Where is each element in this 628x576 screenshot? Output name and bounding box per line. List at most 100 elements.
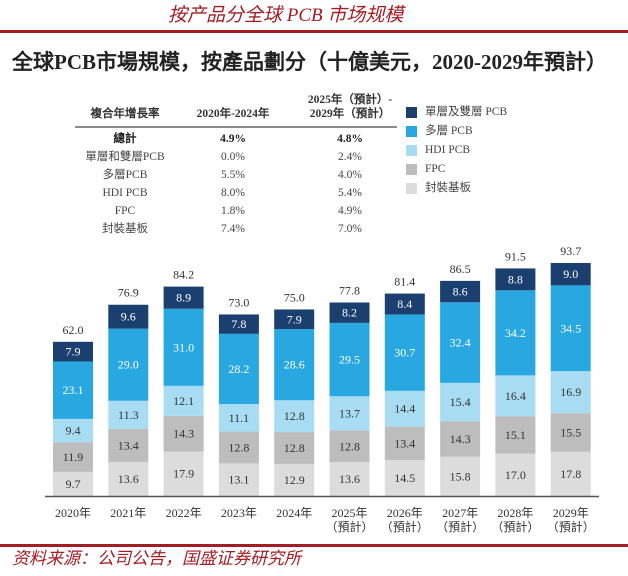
x-tick-sublabel: （預計） (381, 519, 429, 534)
bar-segment (495, 268, 536, 291)
table-header-period1: 2020年-2024年 (196, 108, 270, 120)
bar-segment (163, 286, 204, 309)
bar-segment (550, 451, 591, 496)
segment-label: 12.8 (284, 409, 305, 423)
chart-title: 全球PCB市場規模，按產品劃分（十億美元，2020-2029年預計） (12, 50, 607, 74)
legend-swatch (406, 183, 417, 194)
segment-label: 31.0 (173, 340, 194, 354)
row-value-period1: 7.4% (221, 223, 245, 235)
total-label: 81.4 (394, 275, 415, 289)
bar-segment (108, 428, 149, 463)
row-value-period1: 1.8% (221, 205, 245, 217)
bar-segment (108, 462, 149, 496)
segment-label: 9.0 (563, 267, 578, 281)
segment-label: 11.9 (63, 450, 84, 464)
segment-label: 14.5 (394, 471, 415, 485)
bar-segment (495, 453, 536, 496)
row-value-period2: 4.8% (337, 133, 363, 145)
bar-segment (550, 262, 591, 286)
x-tick-label: 2025年 (331, 506, 367, 520)
segment-label: 7.9 (287, 312, 302, 326)
segment-label: 28.6 (284, 358, 305, 372)
bar-segment (108, 328, 149, 401)
x-tick-label: 2029年 (553, 506, 589, 520)
bar-segment (384, 390, 425, 427)
x-tick-label: 2026年 (387, 506, 423, 520)
row-label: FPC (114, 205, 136, 217)
segment-label: 9.4 (66, 424, 81, 438)
segment-label: 8.8 (508, 272, 523, 286)
segment-label: 13.7 (339, 406, 360, 420)
legend-label: 封裝基板 (425, 182, 471, 194)
bar-segment (495, 375, 536, 417)
legend-label: 多層 PCB (425, 125, 473, 137)
segment-label: 16.4 (505, 389, 526, 403)
bar-segment (329, 462, 370, 496)
legend-label: FPC (425, 163, 446, 175)
row-label: HDI PCB (102, 187, 148, 199)
legend-swatch (406, 107, 417, 118)
segment-label: 13.1 (228, 473, 249, 487)
segment-label: 12.8 (339, 439, 360, 453)
segment-label: 13.6 (339, 472, 360, 486)
top-divider (0, 30, 628, 33)
row-value-period2: 7.0% (338, 223, 362, 235)
bar-segment (550, 285, 591, 372)
total-label: 84.2 (173, 268, 194, 282)
x-tick-label: 2024年 (276, 506, 312, 520)
segment-label: 17.8 (560, 467, 581, 481)
total-label: 62.0 (63, 323, 84, 337)
bar-segment (108, 400, 149, 429)
x-tick-label: 2022年 (166, 506, 202, 520)
segment-label: 29.0 (118, 358, 139, 372)
total-label: 73.0 (228, 295, 249, 309)
segment-label: 12.1 (173, 394, 194, 408)
total-label: 76.9 (118, 286, 139, 300)
segment-label: 14.3 (173, 427, 194, 441)
legend-label: 單層及雙層 PCB (425, 106, 508, 118)
segment-label: 15.4 (450, 395, 471, 409)
segment-label: 11.1 (229, 411, 250, 425)
segment-label: 8.6 (453, 285, 468, 299)
bar-segment (218, 314, 259, 334)
bar-segment (218, 463, 259, 496)
segment-label: 12.8 (228, 441, 249, 455)
row-value-period2: 5.4% (338, 187, 362, 199)
bar-segment (329, 302, 370, 323)
segment-label: 12.9 (284, 473, 305, 487)
bar-segment (163, 415, 204, 452)
x-tick-sublabel: （預計） (436, 519, 484, 534)
row-value-period1: 4.9% (220, 133, 246, 145)
total-label: 86.5 (450, 262, 471, 276)
x-tick-label: 2027年 (442, 506, 478, 520)
bar-segment (163, 308, 204, 386)
row-value-period2: 4.9% (338, 205, 362, 217)
section-heading: 按产品分全球 PCB 市场规模 (168, 5, 404, 26)
bar-segment (440, 456, 481, 496)
bar-segment (274, 463, 315, 496)
bottom-divider (0, 544, 628, 547)
legend-swatch (406, 126, 417, 137)
table-header-metric: 複合年增長率 (90, 108, 160, 120)
segment-label: 34.5 (560, 321, 581, 335)
row-label: 單層和雙層PCB (85, 151, 165, 163)
table-header-divider (75, 126, 397, 128)
x-tick-sublabel: （預計） (325, 519, 373, 534)
segment-label: 7.9 (66, 345, 81, 359)
bar-segment (53, 471, 93, 496)
segment-label: 13.6 (118, 472, 139, 486)
bar-segment (495, 290, 536, 376)
x-tick-sublabel: （預計） (547, 519, 595, 534)
segment-label: 9.6 (121, 310, 136, 324)
x-tick-label: 2020年 (55, 506, 91, 520)
row-value-period2: 4.0% (338, 169, 362, 181)
segment-label: 17.0 (505, 468, 526, 482)
segment-label: 12.8 (284, 441, 305, 455)
bar-segment (274, 432, 315, 464)
legend-swatch (406, 164, 417, 175)
bar-segment (384, 426, 425, 460)
segment-label: 14.4 (394, 402, 415, 416)
legend-label: HDI PCB (425, 144, 471, 156)
legend-swatch (406, 145, 417, 156)
total-label: 93.7 (560, 244, 581, 258)
